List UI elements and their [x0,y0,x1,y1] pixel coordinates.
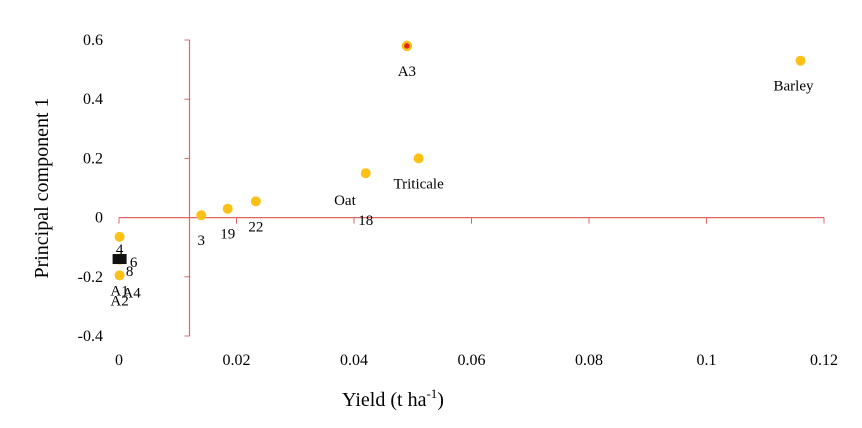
data-point [196,210,207,221]
data-points [112,40,806,281]
data-point [795,55,806,66]
point-label: 18 [358,213,373,229]
point-label: A1 [110,283,128,299]
x-tick-label: 0.08 [575,352,603,369]
tick-labels: 0 0.02 0.04 0.06 0.08 0.1 0.12 -0.4 -0.2 0 0.2 0.4 0… [78,32,838,369]
x-tick-label: 0 [115,352,123,369]
data-point [222,203,233,214]
x-tick-label: 0.12 [810,352,838,369]
y-tick-label: 0.2 [83,150,103,167]
y-tick-label: -0.4 [78,328,103,345]
y-axis-title: Principal component 1 [31,97,53,278]
point-label: Triticale [393,176,444,192]
data-point [250,196,261,207]
point-label: A4 [122,285,141,301]
point-label: 6 [130,255,138,271]
x-tick-label: 0.06 [458,352,486,369]
point-label: Oat [334,193,356,209]
x-tick-label: 0.1 [697,352,717,369]
y-tick-label: 0.4 [83,91,103,108]
overlap-marker [112,254,127,265]
point-label: A3 [398,64,416,80]
point-label: Barley [774,79,814,95]
y-tick-label: 0.6 [83,32,103,49]
data-point [401,40,413,52]
point-label: A2 [110,293,128,309]
y-tick-label: 0 [95,210,103,227]
y-tick-label: -0.2 [78,269,103,286]
point-label: 8 [126,264,134,280]
x-axis-title: Yield (t ha-1) [342,386,444,411]
axes [118,39,825,337]
x-tick-label: 0.04 [340,352,368,369]
point-label: 3 [198,233,206,249]
point-label: 19 [220,227,235,243]
x-tick-label: 0.02 [223,352,251,369]
data-point [114,231,125,242]
point-label: 22 [248,219,263,235]
data-point [360,168,371,179]
point-label: 4 [116,242,124,258]
data-point [114,270,125,281]
data-point [413,153,424,164]
